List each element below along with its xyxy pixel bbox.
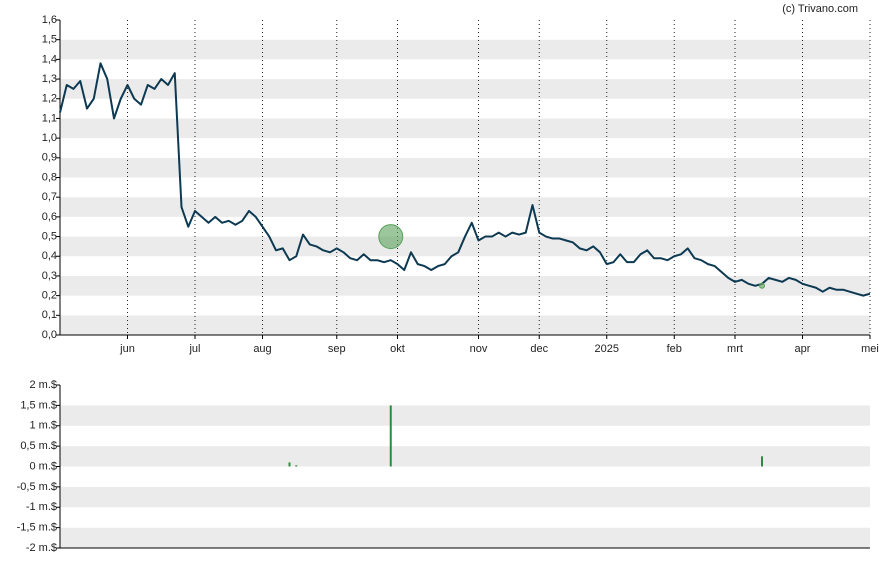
- y-tick-label: 0,8: [42, 171, 57, 183]
- volume-bar: [389, 405, 392, 467]
- y-tick-label: 0,0: [42, 329, 57, 341]
- grid-band: [60, 275, 870, 296]
- y-tick-label: 1,2: [42, 93, 57, 105]
- grid-band: [60, 446, 870, 467]
- y-tick-label: 1 m.$: [29, 420, 57, 432]
- x-tick-label: sep: [328, 343, 346, 355]
- volume-bar: [288, 462, 291, 467]
- volume-bar: [295, 465, 298, 467]
- grid-band: [60, 98, 870, 119]
- x-tick-label: dec: [530, 343, 548, 355]
- credit: (c) Trivano.com: [782, 3, 858, 15]
- y-tick-label: 0,2: [42, 290, 57, 302]
- y-tick-label: -0,5 m.$: [17, 481, 57, 493]
- y-tick-label: -1 m.$: [26, 501, 57, 513]
- y-tick-label: 1,4: [42, 53, 57, 65]
- grid-band: [60, 527, 870, 548]
- grid-band: [60, 405, 870, 426]
- grid-band: [60, 256, 870, 276]
- volume-bar: [761, 456, 763, 467]
- grid-band: [60, 236, 870, 257]
- y-tick-label: 1,5: [42, 34, 57, 46]
- y-tick-label: -1,5 m.$: [17, 522, 57, 534]
- grid-band: [60, 59, 870, 80]
- grid-band: [60, 295, 870, 316]
- price-line: [59, 62, 871, 297]
- y-tick-label: 0,6: [42, 211, 57, 223]
- y-tick-label: 2 m.$: [29, 379, 57, 391]
- grid-band: [60, 20, 870, 40]
- y-tick-label: -2 m.$: [26, 542, 57, 554]
- grid-band: [60, 157, 870, 178]
- y-tick-label: 1,6: [42, 14, 57, 26]
- x-tick-label: jul: [188, 343, 200, 355]
- grid-band: [60, 197, 870, 217]
- y-tick-label: 0,5 m.$: [20, 440, 57, 452]
- y-tick-label: 1,1: [42, 112, 57, 124]
- event-marker: [378, 224, 404, 250]
- y-tick-label: 0,9: [42, 152, 57, 164]
- x-tick-label: 2025: [595, 343, 619, 355]
- y-tick-label: 0,5: [42, 230, 57, 242]
- grid-band: [60, 79, 870, 99]
- grid-band: [60, 385, 870, 406]
- y-tick-label: 0,1: [42, 309, 57, 321]
- x-tick-label: mei: [861, 343, 879, 355]
- y-tick-label: 0,3: [42, 270, 57, 282]
- x-tick-label: aug: [253, 343, 271, 355]
- grid-band: [60, 216, 870, 237]
- grid-band: [60, 425, 870, 447]
- x-tick-label: mrt: [727, 343, 743, 355]
- x-tick-label: feb: [667, 343, 682, 355]
- grid-band: [60, 39, 870, 60]
- x-tick-label: jun: [119, 343, 135, 355]
- x-tick-label: apr: [795, 343, 811, 355]
- grid-band: [60, 118, 870, 139]
- y-tick-label: 0,7: [42, 191, 57, 203]
- y-tick-label: 1,3: [42, 73, 57, 85]
- x-tick-label: okt: [390, 343, 405, 355]
- x-tick-label: nov: [470, 343, 488, 355]
- y-tick-label: 1,0: [42, 132, 57, 144]
- y-tick-label: 0 m.$: [29, 460, 57, 472]
- y-tick-label: 1,5 m.$: [20, 399, 57, 411]
- y-tick-label: 0,4: [42, 250, 57, 262]
- grid-band: [60, 466, 870, 487]
- event-marker: [759, 282, 765, 289]
- grid-band: [60, 138, 870, 158]
- grid-band: [60, 486, 870, 508]
- grid-band: [60, 507, 870, 528]
- grid-band: [60, 315, 870, 335]
